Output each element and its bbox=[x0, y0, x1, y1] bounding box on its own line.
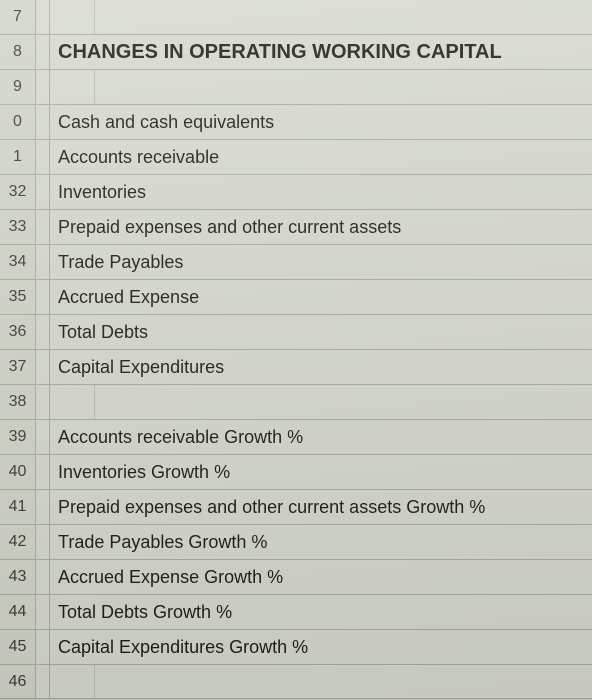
cell-text: Prepaid expenses and other current asset… bbox=[58, 217, 401, 238]
row-number[interactable]: 34 bbox=[0, 245, 36, 279]
gutter-col[interactable] bbox=[36, 0, 50, 34]
cell[interactable]: Accounts receivable Growth % bbox=[50, 420, 592, 454]
spreadsheet: 7 8 CHANGES IN OPERATING WORKING CAPITAL… bbox=[0, 0, 592, 700]
table-row: 39 Accounts receivable Growth % bbox=[0, 420, 592, 455]
cell-text: Accrued Expense Growth % bbox=[58, 567, 283, 588]
table-row: 38 bbox=[0, 385, 592, 420]
gutter-col[interactable] bbox=[36, 455, 50, 489]
cell-text: Total Debts bbox=[58, 322, 148, 343]
table-row: 8 CHANGES IN OPERATING WORKING CAPITAL bbox=[0, 35, 592, 70]
gutter-col[interactable] bbox=[36, 490, 50, 524]
cell-text: Prepaid expenses and other current asset… bbox=[58, 497, 485, 518]
table-row: 45 Capital Expenditures Growth % bbox=[0, 630, 592, 665]
row-number[interactable]: 37 bbox=[0, 350, 36, 384]
table-row: 35 Accrued Expense bbox=[0, 280, 592, 315]
table-row: 33 Prepaid expenses and other current as… bbox=[0, 210, 592, 245]
gutter-col[interactable] bbox=[36, 595, 50, 629]
cell[interactable]: Inventories bbox=[50, 175, 592, 209]
row-number[interactable]: 40 bbox=[0, 455, 36, 489]
table-row: 44 Total Debts Growth % bbox=[0, 595, 592, 630]
row-number[interactable]: 41 bbox=[0, 490, 36, 524]
cell[interactable]: CHANGES IN OPERATING WORKING CAPITAL bbox=[50, 35, 592, 69]
cell-text: Inventories Growth % bbox=[58, 462, 230, 483]
section-header: CHANGES IN OPERATING WORKING CAPITAL bbox=[58, 41, 502, 64]
table-row: 32 Inventories bbox=[0, 175, 592, 210]
gutter-col[interactable] bbox=[36, 665, 50, 698]
cell[interactable] bbox=[50, 665, 592, 698]
row-number[interactable]: 8 bbox=[0, 35, 36, 69]
cell[interactable] bbox=[50, 385, 592, 419]
table-row: 37 Capital Expenditures bbox=[0, 350, 592, 385]
gutter-col[interactable] bbox=[36, 140, 50, 174]
table-row: 34 Trade Payables bbox=[0, 245, 592, 280]
row-number[interactable]: 32 bbox=[0, 175, 36, 209]
row-number[interactable]: 45 bbox=[0, 630, 36, 664]
cell[interactable] bbox=[50, 0, 592, 34]
cell[interactable]: Total Debts bbox=[50, 315, 592, 349]
cell-text: Accounts receivable Growth % bbox=[58, 427, 303, 448]
cell[interactable]: Inventories Growth % bbox=[50, 455, 592, 489]
cell-text: Accrued Expense bbox=[58, 287, 199, 308]
cell-text: Total Debts Growth % bbox=[58, 602, 232, 623]
cell-text: Trade Payables bbox=[58, 252, 183, 273]
cell[interactable]: Prepaid expenses and other current asset… bbox=[50, 490, 592, 524]
cell[interactable]: Trade Payables Growth % bbox=[50, 525, 592, 559]
gutter-col[interactable] bbox=[36, 105, 50, 139]
row-number[interactable]: 35 bbox=[0, 280, 36, 314]
row-number[interactable]: 44 bbox=[0, 595, 36, 629]
gutter-col[interactable] bbox=[36, 175, 50, 209]
cell-text: Accounts receivable bbox=[58, 147, 219, 168]
gutter-col[interactable] bbox=[36, 245, 50, 279]
table-row: 36 Total Debts bbox=[0, 315, 592, 350]
table-row: 1 Accounts receivable bbox=[0, 140, 592, 175]
cell[interactable]: Prepaid expenses and other current asset… bbox=[50, 210, 592, 244]
table-row: 42 Trade Payables Growth % bbox=[0, 525, 592, 560]
gutter-col[interactable] bbox=[36, 70, 50, 104]
table-row: 43 Accrued Expense Growth % bbox=[0, 560, 592, 595]
table-row: 7 bbox=[0, 0, 592, 35]
row-number[interactable]: 9 bbox=[0, 70, 36, 104]
cell[interactable] bbox=[50, 70, 592, 104]
gutter-col[interactable] bbox=[36, 630, 50, 664]
gutter-col[interactable] bbox=[36, 35, 50, 69]
row-number[interactable]: 39 bbox=[0, 420, 36, 454]
cell-text: Capital Expenditures bbox=[58, 357, 224, 378]
gutter-col[interactable] bbox=[36, 350, 50, 384]
cell[interactable]: Accrued Expense bbox=[50, 280, 592, 314]
cell[interactable]: Total Debts Growth % bbox=[50, 595, 592, 629]
table-row: 0 Cash and cash equivalents bbox=[0, 105, 592, 140]
cell[interactable]: Accounts receivable bbox=[50, 140, 592, 174]
gutter-col[interactable] bbox=[36, 210, 50, 244]
cell[interactable]: Capital Expenditures bbox=[50, 350, 592, 384]
gutter-col[interactable] bbox=[36, 280, 50, 314]
row-number[interactable]: 43 bbox=[0, 560, 36, 594]
gutter-col[interactable] bbox=[36, 525, 50, 559]
gutter-col[interactable] bbox=[36, 315, 50, 349]
row-number[interactable]: 7 bbox=[0, 0, 36, 34]
table-row: 41 Prepaid expenses and other current as… bbox=[0, 490, 592, 525]
cell-text: Trade Payables Growth % bbox=[58, 532, 267, 553]
row-number[interactable]: 1 bbox=[0, 140, 36, 174]
cell-text: Capital Expenditures Growth % bbox=[58, 637, 308, 658]
row-number[interactable]: 0 bbox=[0, 105, 36, 139]
gutter-col[interactable] bbox=[36, 385, 50, 419]
table-row: 46 bbox=[0, 665, 592, 699]
row-number[interactable]: 46 bbox=[0, 665, 36, 698]
table-row: 9 bbox=[0, 70, 592, 105]
row-number[interactable]: 38 bbox=[0, 385, 36, 419]
cell-text: Inventories bbox=[58, 182, 146, 203]
cell-text: Cash and cash equivalents bbox=[58, 112, 274, 133]
cell[interactable]: Accrued Expense Growth % bbox=[50, 560, 592, 594]
row-number[interactable]: 33 bbox=[0, 210, 36, 244]
row-number[interactable]: 42 bbox=[0, 525, 36, 559]
table-row: 40 Inventories Growth % bbox=[0, 455, 592, 490]
cell[interactable]: Trade Payables bbox=[50, 245, 592, 279]
gutter-col[interactable] bbox=[36, 420, 50, 454]
gutter-col[interactable] bbox=[36, 560, 50, 594]
row-number[interactable]: 36 bbox=[0, 315, 36, 349]
cell[interactable]: Capital Expenditures Growth % bbox=[50, 630, 592, 664]
cell[interactable]: Cash and cash equivalents bbox=[50, 105, 592, 139]
